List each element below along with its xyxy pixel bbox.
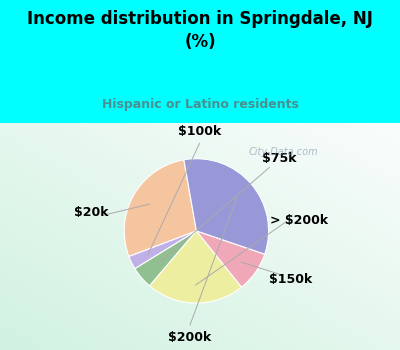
Wedge shape — [150, 231, 242, 303]
Text: $100k: $100k — [178, 125, 222, 138]
Text: $150k: $150k — [269, 273, 312, 287]
Text: City-Data.com: City-Data.com — [248, 147, 318, 157]
Text: $75k: $75k — [262, 152, 297, 165]
Text: Income distribution in Springdale, NJ
(%): Income distribution in Springdale, NJ (%… — [27, 10, 373, 51]
Wedge shape — [124, 160, 196, 257]
Wedge shape — [196, 231, 265, 287]
Text: $200k: $200k — [168, 331, 211, 344]
Wedge shape — [135, 231, 196, 286]
Text: $20k: $20k — [74, 206, 109, 219]
Text: > $200k: > $200k — [270, 214, 328, 226]
Wedge shape — [129, 231, 196, 269]
Text: Hispanic or Latino residents: Hispanic or Latino residents — [102, 98, 298, 111]
Wedge shape — [184, 159, 268, 254]
